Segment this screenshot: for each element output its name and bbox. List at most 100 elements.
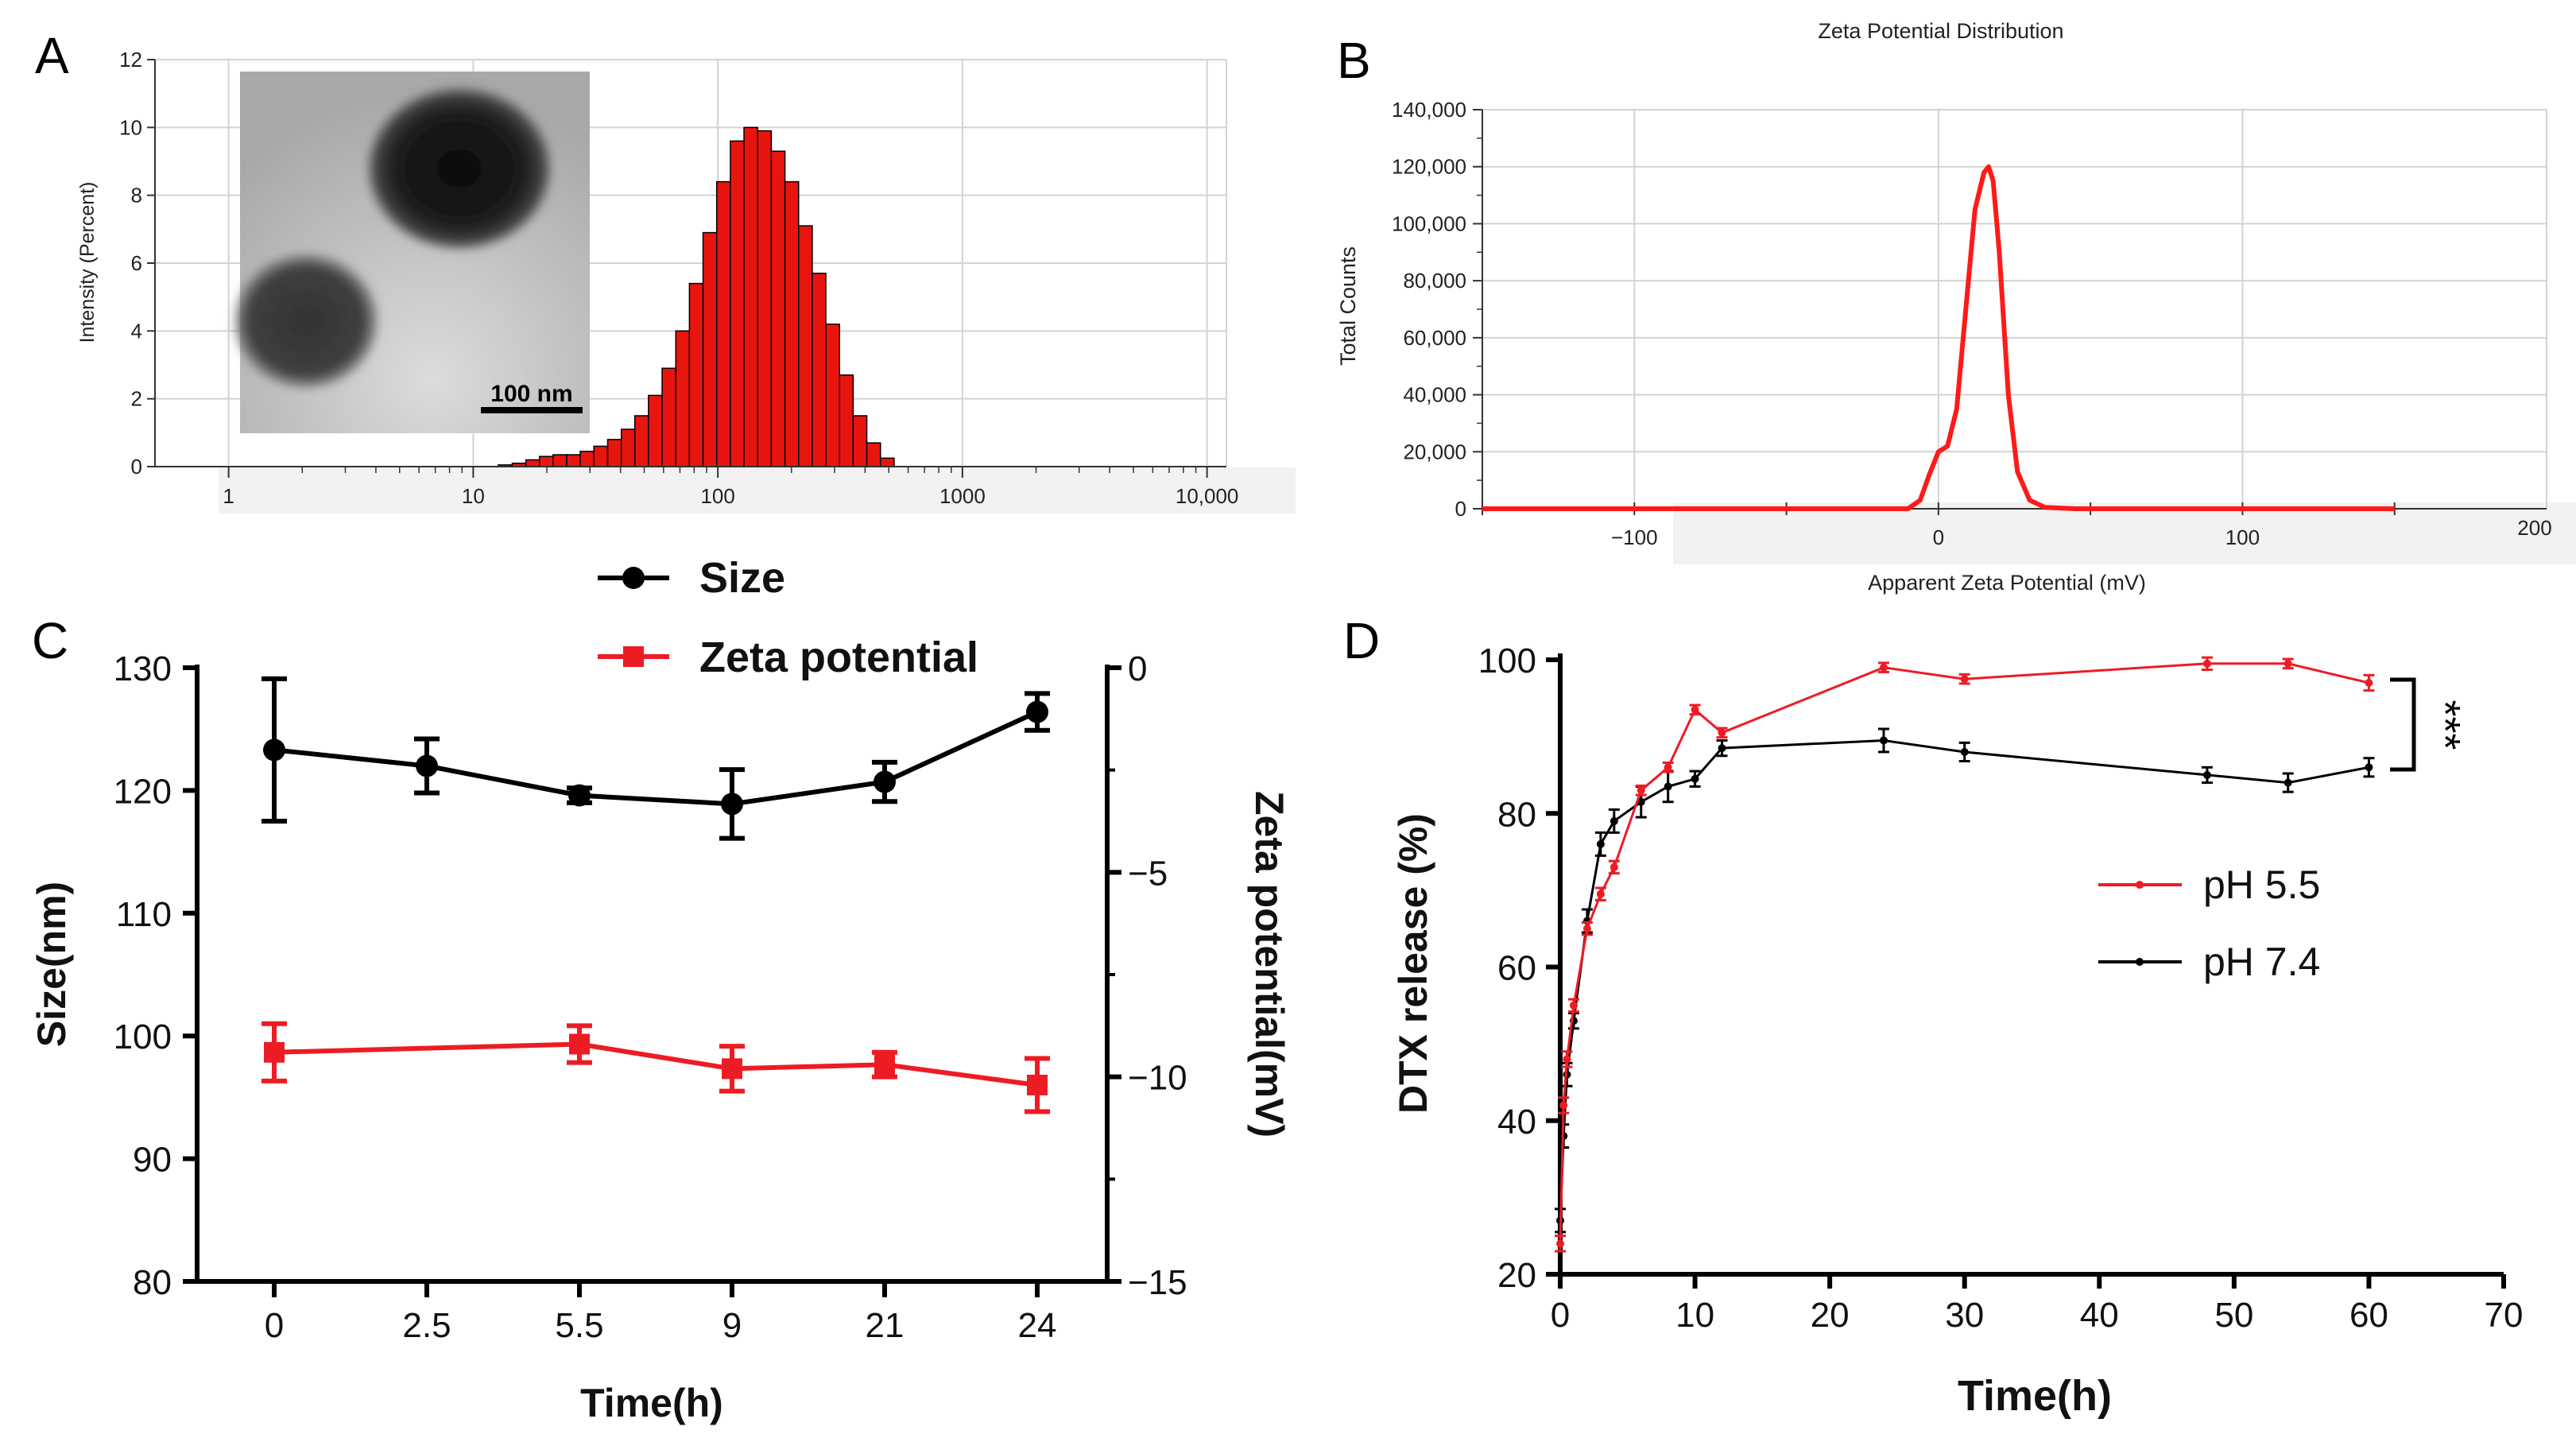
data-point: [1718, 744, 1726, 753]
histogram-bar: [715, 180, 731, 467]
data-point: [1664, 782, 1672, 791]
tem-scale-bar-label: 100 nm: [490, 381, 572, 407]
legend-zeta-label: Zeta potential: [699, 634, 978, 681]
tem-inset-image: 100 nm: [234, 72, 590, 433]
histogram-bar: [633, 415, 649, 467]
data-point: [2365, 678, 2373, 687]
x-tick-label: 0: [1933, 525, 1944, 549]
y-tick-label: 0: [131, 455, 142, 479]
x-tick-label: 24: [1018, 1306, 1057, 1345]
data-point: [1879, 663, 1888, 672]
histogram-bar: [688, 282, 704, 467]
series-line: [1559, 662, 2369, 1244]
x-tick-label: 21: [866, 1306, 905, 1345]
tem-scale-bar: [481, 407, 583, 413]
data-point: [722, 1058, 742, 1080]
y-tick-label: 100,000: [1392, 211, 1466, 235]
data-point: [1691, 774, 1699, 783]
y-tick-label: 4: [131, 319, 142, 343]
data-point: [874, 1054, 895, 1076]
data-point: [1960, 675, 1969, 684]
x-tick-label: 0: [1551, 1296, 1570, 1335]
legend-size-label: Size: [699, 554, 785, 602]
data-point: [569, 1033, 590, 1055]
data-point: [568, 784, 591, 807]
y-tick-label: 40: [1497, 1103, 1536, 1142]
histogram-bar: [757, 130, 773, 467]
x-tick-label: 70: [2485, 1296, 2524, 1335]
histogram-bar: [825, 324, 841, 467]
series-line: [273, 709, 1039, 807]
x-tick-label: 40: [2080, 1296, 2119, 1335]
legend-ph74: pH 7.4: [2098, 940, 2320, 984]
data-point: [1610, 816, 1618, 825]
data-point: [1596, 839, 1605, 848]
data-point: [874, 770, 896, 793]
x-tick-label: 1000: [939, 484, 986, 508]
panel-a-xaxis-band: [219, 467, 1296, 514]
panel-c-left-y-label: Size(nm): [29, 882, 74, 1047]
x-tick-label: 10: [462, 484, 485, 508]
significance-stars: ***: [2421, 700, 2469, 750]
panel-a-x-ticks: 1 10 100 1000 10,000: [223, 467, 1238, 508]
x-tick-label: 5.5: [555, 1306, 603, 1345]
x-tick-label: 30: [1945, 1296, 1984, 1335]
x-tick-label: 20: [1811, 1296, 1850, 1335]
y-tick-label: 40,000: [1403, 383, 1466, 407]
data-point: [1582, 925, 1591, 933]
panel-c-x-label: Time(h): [580, 1381, 723, 1425]
data-point: [1596, 890, 1605, 898]
histogram-bar: [852, 415, 868, 467]
data-point: [1637, 797, 1645, 806]
x-tick-label: 2.5: [402, 1306, 451, 1345]
panel-b-y-label: Total Counts: [1336, 246, 1360, 366]
panel-b-line: [1482, 164, 2395, 511]
x-tick-label: 1: [223, 484, 234, 508]
panel-b-title: Zeta Potential Distribution: [1818, 19, 2063, 43]
legend-ph55: pH 5.5: [2098, 862, 2320, 907]
panel-b: B Zeta Potential Distribution 0 20,000 40,…: [1336, 19, 2576, 595]
histogram-bar: [579, 451, 595, 467]
panel-b-x-ticks: −100 0 100 200: [1611, 516, 2552, 549]
y-tick-label: 100: [1478, 642, 1536, 680]
x-tick-label: 0: [265, 1306, 284, 1345]
data-point: [1559, 1101, 1568, 1110]
y-tick-label: 8: [131, 184, 142, 207]
data-point: [721, 793, 743, 816]
tem-nanoparticle-large: [367, 87, 552, 250]
panel-c-series: [261, 676, 1050, 1114]
data-point: [264, 1041, 285, 1063]
data-point: [1718, 728, 1726, 737]
data-point: [1637, 786, 1645, 795]
panel-c-right-y-ticks: 0 −5 −10 −15: [1107, 649, 1187, 1302]
panel-d-axes: [1558, 653, 2504, 1277]
x-tick-label: 10,000: [1176, 484, 1239, 508]
right-y-tick-label: −10: [1128, 1059, 1187, 1098]
left-y-tick-label: 120: [114, 772, 172, 811]
zeta-distribution-line: [1482, 164, 2395, 511]
panel-b-x-label: Apparent Zeta Potential (mV): [1868, 571, 2146, 595]
panel-b-y-ticks: 0 20,000 40,000 60,000 80,000 100,000 120,000 1…: [1392, 98, 1482, 521]
x-tick-label: −100: [1611, 525, 1658, 549]
x-tick-label: 100: [700, 484, 734, 508]
significance-bracket: [2390, 677, 2416, 772]
data-point: [1027, 1074, 1048, 1095]
panel-letter-d: D: [1343, 612, 1380, 669]
histogram-bar: [812, 273, 827, 467]
histogram-bar: [606, 439, 622, 467]
histogram-bar: [702, 231, 718, 467]
left-y-tick-label: 90: [133, 1141, 172, 1180]
panel-c-x-ticks: 0 2.5 5.5 9 21 24: [265, 1281, 1057, 1345]
data-point: [1556, 1239, 1564, 1248]
data-point: [2284, 659, 2292, 668]
panel-d-y-ticks: 20 40 60 80 100: [1478, 642, 1560, 1295]
y-tick-label: 20: [1497, 1256, 1536, 1295]
legend-ph74-label: pH 7.4: [2203, 940, 2320, 984]
histogram-bar: [880, 457, 895, 467]
x-tick-label: 60: [2349, 1296, 2388, 1335]
panel-d: D 20 40 60 80 100 0 10 20 30 40 50 60 70 DTX releas…: [1343, 612, 2523, 1420]
histogram-bar: [839, 374, 854, 467]
data-point: [1960, 747, 1969, 756]
legend-zeta-swatch-marker: [623, 646, 644, 667]
panel-d-significance: ***: [2390, 677, 2469, 772]
